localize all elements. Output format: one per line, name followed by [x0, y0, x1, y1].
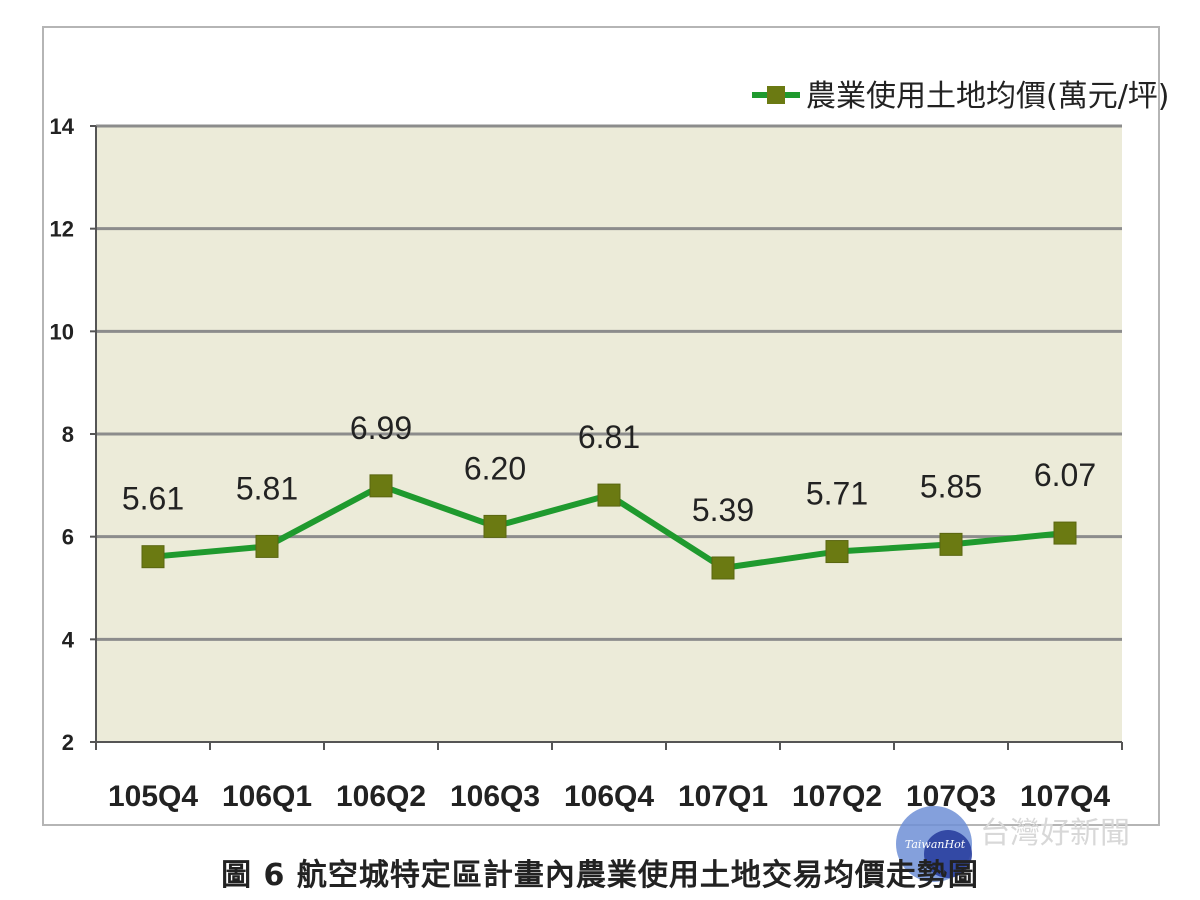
data-point	[711, 556, 735, 580]
y-tick-label: 2	[62, 730, 74, 755]
data-point	[483, 514, 507, 538]
data-label: 5.71	[806, 476, 868, 512]
data-label: 6.81	[578, 419, 640, 455]
watermark-logo-text: TaiwanHot	[904, 838, 966, 851]
data-label: 6.07	[1034, 457, 1096, 493]
x-tick-label: 107Q2	[792, 780, 882, 813]
figure-caption: 圖 6 航空城特定區計畫內農業使用土地交易均價走勢圖	[221, 858, 979, 893]
x-tick-label: 107Q4	[1020, 780, 1110, 813]
x-tick-label: 106Q4	[564, 780, 654, 813]
y-tick-label: 14	[50, 114, 75, 139]
x-tick-label: 105Q4	[108, 780, 198, 813]
x-tick-label: 106Q1	[222, 780, 312, 813]
x-tick-label: 107Q1	[678, 780, 768, 813]
watermark-text: 台灣好新聞	[980, 816, 1130, 851]
legend-marker	[767, 86, 785, 104]
y-tick-label: 4	[62, 627, 75, 652]
y-tick-label: 12	[50, 217, 74, 242]
data-point	[1053, 521, 1077, 545]
data-label: 5.61	[122, 481, 184, 517]
data-point	[369, 474, 393, 498]
data-label: 6.20	[464, 450, 526, 486]
y-tick-label: 8	[62, 422, 74, 447]
legend-label: 農業使用土地均價(萬元/坪)	[806, 79, 1170, 114]
data-label: 5.39	[692, 492, 754, 528]
x-tick-label: 106Q2	[336, 780, 426, 813]
x-tick-label: 106Q3	[450, 780, 540, 813]
watermark-logo-dot	[924, 830, 972, 878]
data-point	[597, 483, 621, 507]
y-tick-label: 6	[62, 525, 74, 550]
data-label: 6.99	[350, 410, 412, 446]
data-label: 5.85	[920, 468, 982, 504]
data-point	[255, 534, 279, 558]
y-tick-label: 10	[50, 319, 74, 344]
legend: 農業使用土地均價(萬元/坪)	[752, 79, 1170, 114]
data-point	[141, 545, 165, 569]
data-point	[939, 532, 963, 556]
data-point	[825, 540, 849, 564]
data-label: 5.81	[236, 470, 298, 506]
